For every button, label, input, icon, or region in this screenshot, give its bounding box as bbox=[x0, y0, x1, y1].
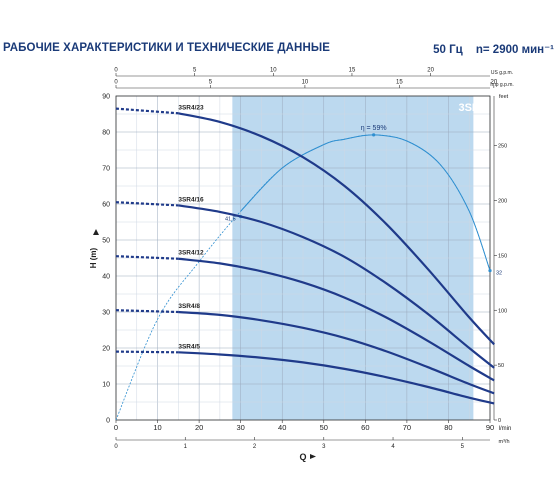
x-tick-label: 60 bbox=[361, 423, 369, 432]
imp-gpm-tick-label: 15 bbox=[396, 80, 403, 86]
model-label: 3SR4 bbox=[458, 102, 486, 114]
efficiency-label: η = 59% bbox=[361, 125, 387, 132]
head-curve bbox=[178, 112, 495, 346]
m3h-tick-label: 1 bbox=[184, 444, 188, 450]
feet-tick-label: 50 bbox=[498, 363, 504, 369]
m3h-tick-label: 4 bbox=[391, 444, 395, 450]
x-tick-label: 0 bbox=[114, 423, 118, 432]
imp-gpm-tick-label: 0 bbox=[114, 80, 118, 86]
head-curve-dashed bbox=[115, 201, 179, 207]
m3h-tick-label: 3 bbox=[322, 444, 326, 450]
head-curve bbox=[178, 310, 495, 395]
x-tick-label: 50 bbox=[320, 423, 328, 432]
head-curve bbox=[178, 257, 495, 382]
y-tick-label: 0 bbox=[106, 418, 110, 425]
y-axis-arrow bbox=[93, 229, 99, 235]
x-axis-arrow bbox=[310, 454, 316, 459]
x-tick-label: 20 bbox=[195, 423, 203, 432]
imp-gpm-unit-label: Imp g.p.m. bbox=[490, 82, 514, 88]
y-tick-label: 70 bbox=[102, 166, 110, 173]
m3h-tick-label: 5 bbox=[461, 444, 465, 450]
series-label: 3SR4/8 bbox=[178, 303, 200, 310]
m3h-unit-label: m³/h bbox=[499, 439, 510, 445]
y-tick-label: 40 bbox=[102, 274, 110, 281]
x-tick-label: 90 bbox=[486, 423, 494, 432]
y-axis-label: H (m) bbox=[89, 247, 98, 268]
y-tick-label: 20 bbox=[102, 346, 110, 353]
feet-tick-label: 200 bbox=[498, 199, 507, 205]
m3h-tick-label: 0 bbox=[114, 444, 118, 450]
feet-tick-label: 100 bbox=[498, 308, 507, 314]
speed-label: n= 2900 мин⁻¹ bbox=[475, 44, 554, 56]
us-gpm-unit-label: US g.p.m. bbox=[491, 70, 513, 76]
efficiency-label: 32 bbox=[496, 271, 502, 277]
feet-unit-label: feet bbox=[499, 94, 509, 100]
frequency-label: 50 Гц bbox=[433, 44, 463, 56]
m3h-tick-label: 2 bbox=[253, 444, 257, 450]
us-gpm-tick-label: 20 bbox=[427, 68, 434, 74]
x-tick-label: 10 bbox=[153, 423, 161, 432]
efficiency-marker bbox=[372, 133, 376, 137]
us-gpm-tick-label: 15 bbox=[349, 68, 356, 74]
x-tick-label: 30 bbox=[236, 423, 244, 432]
y-tick-label: 10 bbox=[102, 382, 110, 389]
efficiency-marker bbox=[488, 269, 492, 273]
head-curve-dashed bbox=[115, 350, 179, 354]
plot-frame bbox=[115, 95, 491, 421]
y-tick-label: 50 bbox=[102, 238, 110, 245]
feet-tick-label: 250 bbox=[498, 144, 507, 150]
x-axis-label: Q bbox=[299, 452, 306, 462]
chart-title: РАБОЧИЕ ХАРАКТЕРИСТИКИ И ТЕХНИЧЕСКИЕ ДАН… bbox=[3, 42, 330, 54]
x-tick-label: 40 bbox=[278, 423, 286, 432]
head-curve-dashed bbox=[115, 255, 179, 260]
us-gpm-tick-label: 0 bbox=[114, 68, 118, 74]
y-tick-label: 30 bbox=[102, 310, 110, 317]
y-tick-label: 60 bbox=[102, 202, 110, 209]
feet-tick-label: 0 bbox=[498, 418, 501, 424]
x-tick-label: 70 bbox=[403, 423, 411, 432]
us-gpm-tick-label: 10 bbox=[270, 68, 277, 74]
operating-spec: 50 Гц n= 2900 мин⁻¹ bbox=[423, 42, 554, 56]
series-label: 3SR4/16 bbox=[178, 196, 204, 203]
series-label: 3SR4/5 bbox=[178, 343, 200, 350]
imp-gpm-tick-label: 5 bbox=[209, 80, 213, 86]
efficiency-label: 41.5 bbox=[225, 217, 236, 223]
head-curve bbox=[178, 204, 495, 369]
us-gpm-tick-label: 5 bbox=[193, 68, 197, 74]
feet-tick-label: 150 bbox=[498, 253, 507, 259]
chart-header: РАБОЧИЕ ХАРАКТЕРИСТИКИ И ТЕХНИЧЕСКИЕ ДАН… bbox=[0, 42, 560, 60]
x-unit-label: l/min bbox=[499, 426, 512, 432]
x-tick-label: 80 bbox=[444, 423, 452, 432]
imp-gpm-tick-label: 10 bbox=[302, 80, 309, 86]
imp-gpm-tick-label: 20 bbox=[490, 80, 497, 86]
head-curve-dashed bbox=[115, 309, 179, 314]
y-tick-label: 80 bbox=[102, 130, 110, 137]
y-tick-label: 90 bbox=[102, 94, 110, 101]
series-label: 3SR4/12 bbox=[178, 250, 204, 257]
head-curve-dashed bbox=[115, 107, 179, 115]
head-curve bbox=[178, 351, 495, 405]
series-label: 3SR4/23 bbox=[178, 104, 204, 111]
